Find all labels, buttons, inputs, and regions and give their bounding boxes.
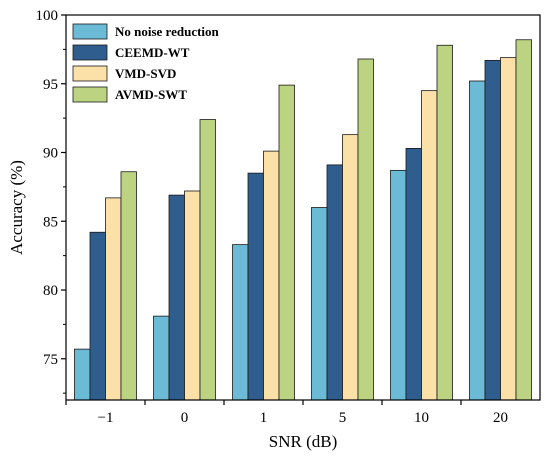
y-tick-label-100: 100	[36, 8, 59, 24]
bar-avmd-swt-2	[278, 84, 295, 401]
legend-swatch-2	[72, 65, 108, 82]
x-tick-label-4: 10	[414, 410, 429, 426]
y-axis-title: Accuracy (%)	[7, 160, 26, 255]
bars-layer	[74, 39, 532, 401]
legend: No noise reduction CEEMD-WT VMD-SVD AVMD-SW…	[72, 23, 220, 103]
bar-ceemd-wt-0	[89, 231, 106, 401]
legend-label-3: AVMD-SWT	[115, 87, 187, 102]
bar-no-noise-reduction-2	[232, 244, 249, 401]
bar-vmd-svd-3	[342, 134, 359, 401]
bar-no-noise-reduction-3	[311, 207, 328, 401]
y-tick-label-85: 85	[43, 214, 58, 230]
bar-ceemd-wt-1	[168, 194, 185, 401]
y-tick-label-75: 75	[43, 352, 58, 368]
bar-vmd-svd-4	[421, 90, 438, 401]
bar-avmd-swt-4	[436, 44, 453, 401]
bar-avmd-swt-1	[199, 119, 216, 401]
bar-vmd-svd-0	[105, 197, 122, 401]
bar-ceemd-wt-5	[484, 59, 501, 401]
legend-swatch-0	[72, 23, 108, 40]
bar-vmd-svd-1	[184, 190, 201, 401]
bar-avmd-swt-3	[357, 58, 374, 401]
bar-avmd-swt-5	[515, 39, 532, 401]
legend-label-2: VMD-SVD	[115, 66, 176, 81]
y-tick-label-95: 95	[43, 77, 58, 93]
bar-avmd-swt-0	[120, 171, 137, 401]
axes-layer: 75 80 85 90 95 100 −1 0 1 5 10 20	[36, 8, 541, 426]
bar-no-noise-reduction-0	[74, 348, 91, 401]
x-tick-label-3: 5	[339, 410, 347, 426]
bar-vmd-svd-2	[263, 150, 280, 401]
x-tick-label-1: 0	[181, 410, 189, 426]
x-tick-label-2: 1	[260, 410, 268, 426]
x-tick-label-5: 20	[493, 410, 508, 426]
y-tick-label-90: 90	[43, 146, 58, 162]
x-tick-label-0: −1	[98, 410, 114, 426]
legend-swatch-1	[72, 44, 108, 61]
bar-no-noise-reduction-1	[153, 315, 170, 401]
legend-label-0: No noise reduction	[115, 24, 220, 39]
y-tick-label-80: 80	[43, 283, 58, 299]
legend-label-1: CEEMD-WT	[115, 45, 190, 60]
x-axis-title: SNR (dB)	[269, 432, 337, 451]
bar-vmd-svd-5	[500, 57, 517, 401]
bar-ceemd-wt-2	[247, 172, 264, 401]
bar-ceemd-wt-3	[326, 164, 343, 401]
bar-no-noise-reduction-4	[390, 169, 407, 401]
bar-no-noise-reduction-5	[469, 80, 486, 401]
bar-ceemd-wt-4	[405, 147, 422, 401]
legend-swatch-3	[72, 86, 108, 103]
